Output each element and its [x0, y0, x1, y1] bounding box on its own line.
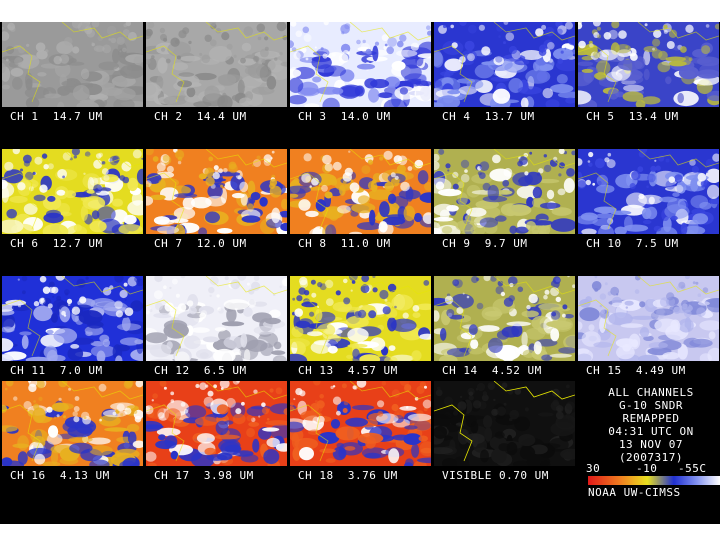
scale-tick-label: -55C [678, 462, 707, 475]
channel-image [434, 276, 575, 361]
info-line: 04:31 UTC ON [608, 425, 694, 438]
channel-label: CH 8 11.0 UM [298, 237, 391, 250]
channel-panel: VISIBLE 0.70 UM [434, 381, 575, 503]
channel-label: CH 7 12.0 UM [154, 237, 247, 250]
channel-label: CH 9 9.7 UM [442, 237, 528, 250]
channel-mosaic: CH 1 14.7 UM CH 2 14.4 UM CH 3 14.0 UM CH 4… [0, 22, 720, 524]
channel-image [146, 276, 287, 361]
channel-image [290, 276, 431, 361]
channel-label: CH 18 3.76 UM [298, 469, 398, 482]
channel-image [290, 149, 431, 234]
info-legend: ALL CHANNELS G-10 SNDR REMAPPED 04:31 UTC O… [582, 380, 720, 502]
channel-image [146, 381, 287, 466]
channel-panel: CH 11 7.0 UM [2, 276, 143, 398]
channel-panel: CH 4 13.7 UM [434, 22, 575, 144]
channel-image [578, 149, 719, 234]
channel-panel: CH 16 4.13 UM [2, 381, 143, 503]
channel-panel: CH 12 6.5 UM [146, 276, 287, 398]
channel-label: CH 11 7.0 UM [10, 364, 103, 377]
channel-panel: CH 8 11.0 UM [290, 149, 431, 271]
channel-image [146, 149, 287, 234]
scale-labels: 30 -10 -55C [582, 462, 720, 475]
channel-image [578, 22, 719, 107]
channel-image [2, 381, 143, 466]
channel-label: CH 17 3.98 UM [154, 469, 254, 482]
channel-image [434, 22, 575, 107]
channel-label: CH 5 13.4 UM [586, 110, 679, 123]
channel-image [434, 149, 575, 234]
info-line: ALL CHANNELS [608, 386, 694, 399]
scale-tick-label: -10 [636, 462, 658, 475]
info-line: G-10 SNDR [618, 399, 684, 412]
channel-image [2, 22, 143, 107]
channel-label: CH 4 13.7 UM [442, 110, 535, 123]
channel-label: CH 13 4.57 UM [298, 364, 398, 377]
credit-text: NOAA UW-CIMSS [588, 486, 681, 499]
channel-panel: CH 17 3.98 UM [146, 381, 287, 503]
channel-panel: CH 13 4.57 UM [290, 276, 431, 398]
channel-label: CH 15 4.49 UM [586, 364, 686, 377]
channel-panel: CH 1 14.7 UM [2, 22, 143, 144]
channel-label: CH 14 4.52 UM [442, 364, 542, 377]
channel-panel: CH 2 14.4 UM [146, 22, 287, 144]
info-line: REMAPPED [622, 412, 680, 425]
channel-image [2, 276, 143, 361]
channel-label: VISIBLE 0.70 UM [442, 469, 549, 482]
channel-label: CH 2 14.4 UM [154, 110, 247, 123]
channel-label: CH 12 6.5 UM [154, 364, 247, 377]
channel-panel: CH 10 7.5 UM [578, 149, 719, 271]
channel-panel: CH 7 12.0 UM [146, 149, 287, 271]
info-line: 13 NOV 07 [618, 438, 684, 451]
channel-image [434, 381, 575, 466]
channel-label: CH 1 14.7 UM [10, 110, 103, 123]
channel-panel: CH 15 4.49 UM [578, 276, 719, 398]
channel-panel: CH 14 4.52 UM [434, 276, 575, 398]
channel-label: CH 3 14.0 UM [298, 110, 391, 123]
info-line: (2007317) [618, 451, 684, 464]
channel-image [290, 22, 431, 107]
channel-image [578, 276, 719, 361]
channel-label: CH 10 7.5 UM [586, 237, 679, 250]
channel-label: CH 16 4.13 UM [10, 469, 110, 482]
channel-label: CH 6 12.7 UM [10, 237, 103, 250]
channel-image [290, 381, 431, 466]
channel-panel: CH 18 3.76 UM [290, 381, 431, 503]
channel-image [2, 149, 143, 234]
temperature-color-bar [588, 476, 720, 485]
channel-panel: CH 6 12.7 UM [2, 149, 143, 271]
channel-panel: CH 9 9.7 UM [434, 149, 575, 271]
channel-panel: CH 5 13.4 UM [578, 22, 719, 144]
channel-panel: CH 3 14.0 UM [290, 22, 431, 144]
scale-tick-label: 30 [586, 462, 601, 475]
channel-image [146, 22, 287, 107]
